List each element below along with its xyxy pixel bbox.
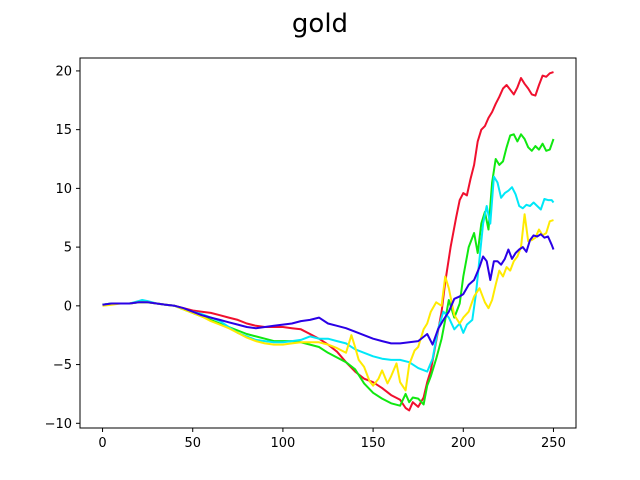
series-line-1: [102, 71, 554, 412]
series-line-3: [102, 175, 555, 373]
x-tick-label: 100: [270, 436, 295, 451]
series-layer: [102, 71, 555, 412]
y-tick-label: −10: [45, 417, 72, 432]
x-axis: 0 50 100 150 200 250: [98, 428, 566, 451]
y-tick-label: 5: [64, 241, 72, 256]
chart-title: gold: [292, 9, 348, 39]
y-tick-label: 10: [55, 182, 72, 197]
y-tick-label: 0: [64, 299, 72, 314]
y-tick-label: −5: [53, 358, 72, 373]
x-tick-label: 250: [541, 436, 566, 451]
x-tick-label: 50: [184, 436, 201, 451]
series-line-2: [102, 133, 555, 407]
x-tick-label: 150: [361, 436, 386, 451]
x-tick-label: 200: [451, 436, 476, 451]
y-tick-label: 20: [55, 64, 72, 79]
y-axis: −10 −5 0 5 10 15 20: [45, 64, 80, 432]
y-tick-label: 15: [55, 123, 72, 138]
series-line-4: [102, 213, 554, 392]
series-line-5: [102, 233, 555, 346]
plot-frame: [79, 57, 577, 429]
x-tick-label: 0: [98, 436, 106, 451]
